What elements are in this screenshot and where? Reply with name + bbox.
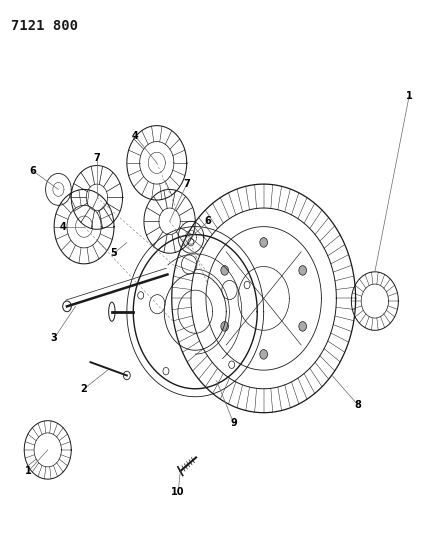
Circle shape <box>260 238 268 247</box>
Text: 8: 8 <box>354 400 361 410</box>
Circle shape <box>299 265 306 275</box>
Text: 7: 7 <box>183 179 190 189</box>
Circle shape <box>221 265 229 275</box>
Circle shape <box>221 321 229 331</box>
Circle shape <box>260 350 268 359</box>
Text: 9: 9 <box>230 418 237 429</box>
Text: 3: 3 <box>51 333 57 343</box>
Text: 6: 6 <box>30 166 36 176</box>
Text: 1: 1 <box>406 91 412 101</box>
Text: 5: 5 <box>111 248 118 258</box>
Circle shape <box>299 321 306 331</box>
Text: 10: 10 <box>172 488 185 497</box>
Text: 2: 2 <box>81 384 88 394</box>
Text: 7121 800: 7121 800 <box>12 19 79 33</box>
Text: 6: 6 <box>205 216 211 227</box>
Text: 4: 4 <box>59 222 66 232</box>
Text: 4: 4 <box>132 131 139 141</box>
Text: 1: 1 <box>25 466 32 476</box>
Text: 7: 7 <box>94 152 100 163</box>
